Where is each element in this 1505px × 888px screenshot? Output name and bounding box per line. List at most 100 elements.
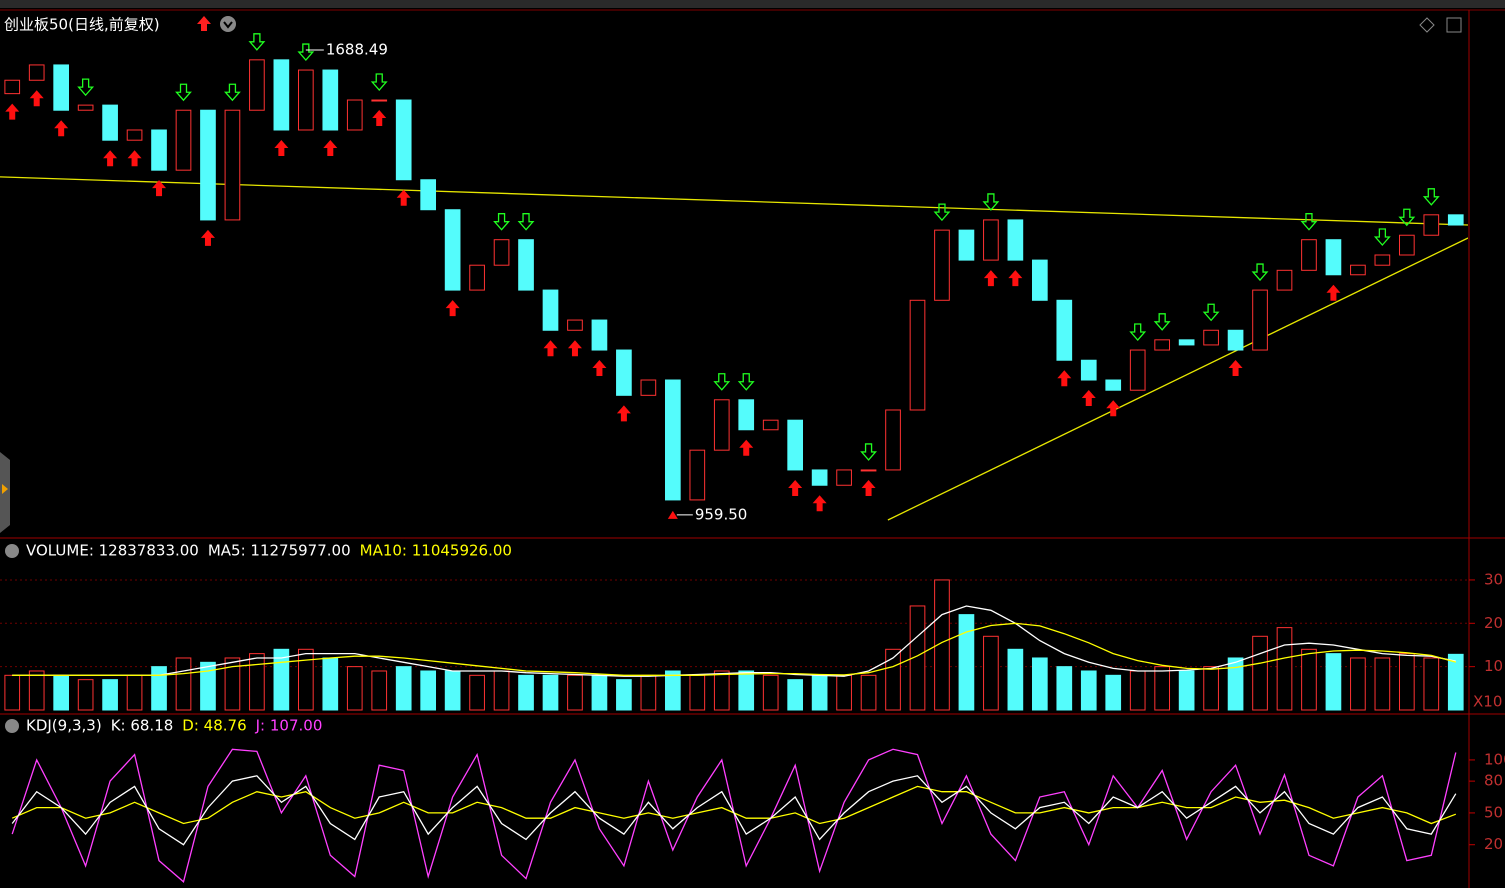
candle-body — [1447, 214, 1464, 226]
candle-body — [4, 79, 21, 95]
volume-bar — [1423, 657, 1440, 711]
buy-signal — [152, 180, 167, 197]
sell-signal — [370, 73, 388, 92]
volume-bar — [616, 679, 632, 711]
volume-bar — [738, 670, 755, 711]
candle-body — [885, 409, 901, 471]
candle-body — [787, 419, 804, 471]
menu-icon[interactable] — [220, 16, 236, 32]
buy-signal — [396, 189, 411, 206]
sell-signal — [1129, 323, 1147, 342]
volume-bar — [1350, 657, 1366, 711]
candle-body — [102, 104, 118, 141]
side-tab-icon — [2, 484, 8, 494]
volume-bar — [518, 674, 534, 711]
volume-bar — [371, 670, 388, 711]
sell-signal — [1422, 188, 1440, 206]
volume-bar — [1447, 653, 1464, 711]
candle-body — [77, 104, 94, 111]
sell-signal — [1398, 208, 1416, 227]
candle-body — [860, 469, 877, 472]
sell-signal — [860, 443, 877, 461]
candle-body — [1178, 339, 1195, 346]
sell-signal — [737, 373, 755, 391]
menu-icon[interactable] — [5, 719, 19, 733]
candle-body — [689, 449, 706, 501]
volume-bar — [909, 605, 926, 711]
candle-body — [738, 399, 755, 431]
volume-bar — [1080, 670, 1097, 711]
diamond-icon[interactable] — [1419, 17, 1435, 33]
candle-body — [983, 219, 999, 261]
candle-body — [346, 99, 363, 131]
volume-bar — [1203, 666, 1219, 711]
candle-body — [1080, 359, 1097, 381]
candle-body — [126, 129, 143, 141]
volume-bar — [1325, 653, 1342, 711]
candle-body — [1423, 214, 1440, 236]
y-tick-label: 80 — [1484, 772, 1503, 790]
buy-signal — [543, 340, 558, 357]
volume-bar — [713, 670, 730, 711]
menu-icon[interactable] — [5, 544, 19, 558]
sell-signal — [1373, 228, 1391, 246]
volume-bar — [1007, 648, 1024, 711]
unit-label: X10 — [1473, 693, 1502, 711]
ma-line — [12, 622, 1456, 676]
sell-signal — [493, 213, 510, 231]
candle-body — [297, 69, 314, 131]
volume-bar — [689, 674, 706, 711]
buy-signal — [54, 120, 69, 137]
candle-body — [469, 264, 485, 291]
volume-bar — [1105, 674, 1122, 711]
volume-bar — [28, 670, 45, 711]
volume-bar — [175, 657, 192, 711]
volume-bar — [1374, 657, 1391, 711]
buy-signal — [616, 405, 631, 422]
volume-bar — [273, 648, 290, 711]
volume-bar — [322, 657, 339, 711]
volume-bar — [420, 670, 437, 711]
candle-body — [200, 109, 216, 221]
volume-bar — [469, 674, 485, 711]
sell-signal — [517, 213, 535, 231]
buy-signal — [445, 300, 460, 317]
y-tick-label: 20 — [1484, 835, 1503, 853]
candle-body — [518, 239, 534, 291]
candle-body — [1398, 234, 1415, 256]
candle-body — [273, 59, 290, 131]
indicator-header: MA5: 11275977.00 — [208, 542, 351, 560]
volume-bar — [126, 674, 143, 711]
volume-bar — [395, 666, 412, 711]
buy-signal — [1228, 360, 1243, 377]
buy-signal — [103, 150, 118, 167]
candle-body — [909, 299, 926, 411]
candle-body — [836, 469, 852, 486]
candle-body — [1007, 219, 1024, 261]
candle-body — [444, 209, 461, 291]
plot-area — [0, 33, 1468, 883]
candle-body — [958, 229, 975, 261]
volume-bar — [567, 674, 583, 711]
window-icon[interactable] — [1446, 17, 1462, 33]
buy-signal — [812, 495, 827, 512]
candle-body — [1276, 269, 1293, 291]
candle-body — [1374, 254, 1391, 266]
high-label: 1688.49 — [326, 40, 388, 58]
volume-bar — [811, 674, 828, 711]
y-tick-label: 100 — [1484, 750, 1505, 768]
volume-bar — [1276, 627, 1293, 711]
buy-signal — [1081, 390, 1096, 407]
candle-body — [1325, 239, 1342, 276]
candle-body — [1056, 299, 1073, 361]
candle-body — [420, 179, 437, 211]
candle-body — [28, 64, 45, 81]
candle-body — [591, 319, 608, 351]
buy-signal — [5, 103, 20, 120]
buy-signal — [29, 90, 44, 107]
side-tab[interactable] — [0, 452, 10, 533]
buy-signal — [567, 340, 582, 357]
low-marker — [667, 510, 678, 519]
trend-line — [887, 237, 1468, 521]
